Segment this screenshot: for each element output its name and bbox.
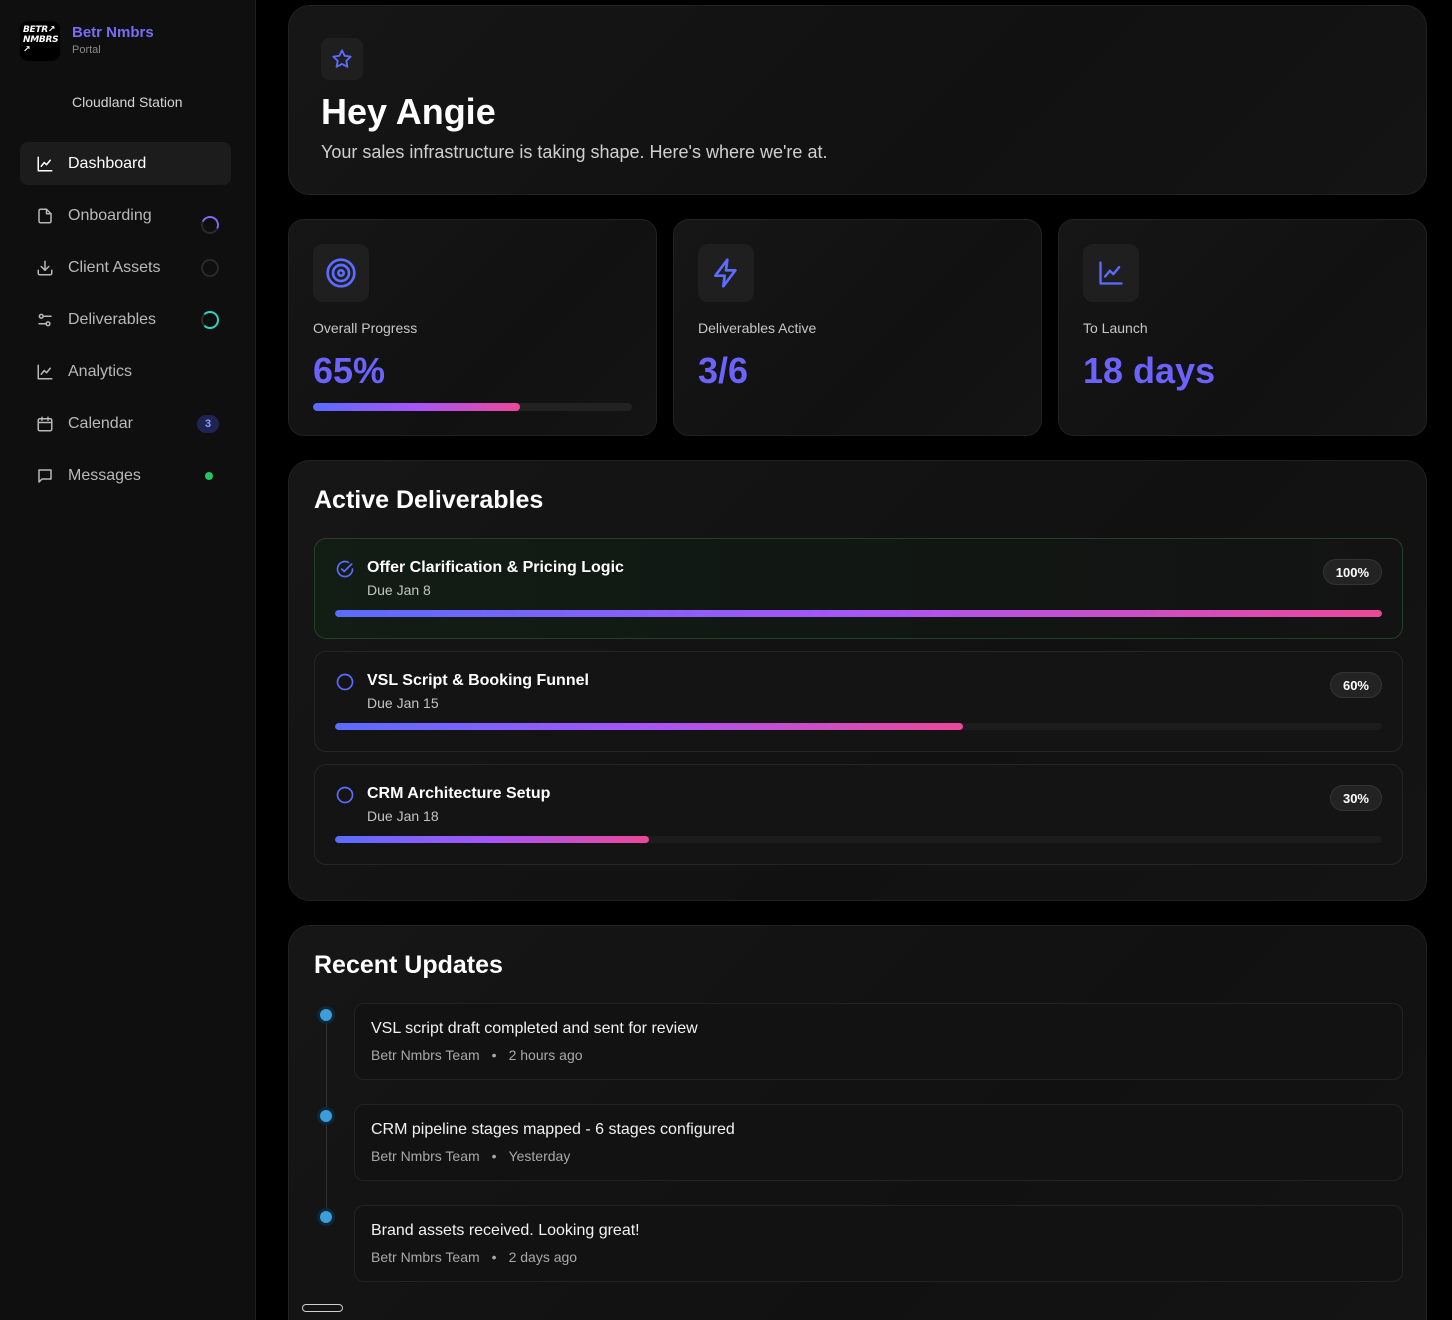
- sidebar-item-label: Onboarding: [68, 206, 152, 224]
- star-icon: [321, 38, 363, 80]
- deliverable-due: Due Jan 15: [367, 695, 439, 711]
- message-icon: [36, 467, 54, 485]
- sliders-icon: [36, 311, 54, 329]
- deliverable-due: Due Jan 8: [367, 582, 431, 598]
- sidebar-item-dashboard[interactable]: Dashboard: [20, 142, 231, 185]
- section-title: Recent Updates: [314, 951, 503, 979]
- brand[interactable]: BETR↗ NMBRS ↗ Betr Nmbrs Portal: [20, 21, 154, 61]
- timeline-dot-icon: [320, 1009, 332, 1021]
- deliverable-name: CRM Architecture Setup: [367, 785, 551, 802]
- update-text: CRM pipeline stages mapped - 6 stages co…: [371, 1121, 735, 1138]
- brand-name: Betr Nmbrs: [72, 24, 154, 41]
- sidebar-item-label: Dashboard: [68, 154, 147, 172]
- sidebar-item-analytics[interactable]: Analytics: [20, 350, 231, 393]
- sidebar-item-label: Analytics: [68, 362, 133, 380]
- deliverable-percent-badge: 30%: [1329, 785, 1382, 811]
- deliverable-name: VSL Script & Booking Funnel: [367, 672, 589, 689]
- stat-value: 65%: [313, 350, 386, 391]
- calendar-icon: [36, 415, 54, 433]
- target-icon: [313, 244, 369, 302]
- update-item[interactable]: CRM pipeline stages mapped - 6 stages co…: [354, 1104, 1403, 1181]
- update-author: Betr Nmbrs Team: [371, 1148, 480, 1164]
- sidebar-item-client-assets[interactable]: Client Assets: [20, 246, 231, 289]
- progress-bar-fill: [313, 403, 521, 411]
- lightning-icon: [698, 244, 754, 302]
- download-icon: [36, 259, 54, 277]
- sidebar-item-label: Messages: [68, 466, 141, 484]
- brand-logo: BETR↗ NMBRS ↗: [20, 21, 60, 61]
- meta-separator: •: [491, 1249, 497, 1265]
- section-title: Active Deliverables: [314, 486, 544, 514]
- deliverable-percent-badge: 100%: [1322, 559, 1382, 585]
- meta-separator: •: [491, 1047, 497, 1063]
- calendar-count-badge: 3: [197, 414, 219, 433]
- progress-bar: [335, 723, 1382, 730]
- welcome-card: Hey Angie Your sales infrastructure is t…: [288, 5, 1427, 195]
- circle-icon: [335, 672, 355, 692]
- update-time: 2 days ago: [508, 1249, 578, 1265]
- deliverable-percent-badge: 60%: [1329, 672, 1382, 698]
- check-circle-icon: [335, 559, 355, 579]
- progress-bar: [313, 403, 632, 411]
- sidebar-item-label: Client Assets: [68, 258, 161, 276]
- progress-bar-fill: [335, 836, 650, 843]
- update-time: 2 hours ago: [508, 1047, 583, 1063]
- sidebar: BETR↗ NMBRS ↗ Betr Nmbrs Portal Cloudland …: [0, 0, 256, 1320]
- stat-card-deliverables-active: Deliverables Active 3/6: [673, 219, 1042, 436]
- progress-ring-icon: [198, 212, 222, 237]
- progress-bar-fill: [335, 610, 1382, 617]
- progress-ring-icon: [201, 310, 219, 329]
- stat-label: Deliverables Active: [698, 320, 817, 336]
- update-author: Betr Nmbrs Team: [371, 1249, 480, 1265]
- sidebar-item-label: Deliverables: [68, 310, 157, 328]
- deliverable-item[interactable]: VSL Script & Booking Funnel Due Jan 15 6…: [314, 651, 1403, 752]
- update-text: Brand assets received. Looking great!: [371, 1222, 640, 1239]
- stat-label: To Launch: [1083, 320, 1148, 336]
- timeline-dot-icon: [320, 1211, 332, 1223]
- active-deliverables-card: Active Deliverables Offer Clarification …: [288, 460, 1427, 901]
- stat-value: 18 days: [1083, 350, 1216, 391]
- sidebar-nav: Dashboard Onboarding Client Assets Deliv…: [20, 142, 231, 506]
- update-item[interactable]: Brand assets received. Looking great! Be…: [354, 1205, 1403, 1282]
- update-text: VSL script draft completed and sent for …: [371, 1020, 698, 1037]
- page-subtitle: Your sales infrastructure is taking shap…: [321, 142, 828, 162]
- update-author: Betr Nmbrs Team: [371, 1047, 480, 1063]
- recent-updates-card: Recent Updates VSL script draft complete…: [288, 925, 1427, 1320]
- progress-bar: [335, 836, 1382, 843]
- chart-line-icon: [36, 155, 54, 173]
- update-time: Yesterday: [508, 1148, 571, 1164]
- sidebar-item-deliverables[interactable]: Deliverables: [20, 298, 231, 341]
- progress-bar-fill: [335, 723, 964, 730]
- stat-card-overall-progress: Overall Progress 65%: [288, 219, 657, 436]
- chart-line-icon: [36, 363, 54, 381]
- sidebar-item-calendar[interactable]: Calendar 3: [20, 402, 231, 445]
- page-title: Hey Angie: [321, 91, 496, 132]
- deliverable-due: Due Jan 18: [367, 808, 439, 824]
- stat-label: Overall Progress: [313, 320, 418, 336]
- online-dot-icon: [205, 471, 213, 480]
- sidebar-item-onboarding[interactable]: Onboarding: [20, 194, 231, 237]
- chart-icon: [1083, 244, 1139, 302]
- stat-card-to-launch: To Launch 18 days: [1058, 219, 1427, 436]
- timeline-dot-icon: [320, 1110, 332, 1122]
- brand-subtitle: Portal: [72, 44, 101, 56]
- workspace-name[interactable]: Cloudland Station: [72, 94, 183, 110]
- circle-icon: [335, 785, 355, 805]
- empty-ring-icon: [201, 258, 219, 277]
- sidebar-item-label: Calendar: [68, 414, 133, 432]
- deliverable-item[interactable]: CRM Architecture Setup Due Jan 18 30%: [314, 764, 1403, 865]
- meta-separator: •: [491, 1148, 497, 1164]
- scroll-handle[interactable]: [302, 1304, 343, 1312]
- document-icon: [36, 207, 54, 225]
- deliverable-item[interactable]: Offer Clarification & Pricing Logic Due …: [314, 538, 1403, 639]
- sidebar-item-messages[interactable]: Messages: [20, 454, 231, 497]
- deliverable-name: Offer Clarification & Pricing Logic: [367, 559, 624, 576]
- stat-value: 3/6: [698, 350, 749, 391]
- update-item[interactable]: VSL script draft completed and sent for …: [354, 1003, 1403, 1080]
- progress-bar: [335, 610, 1382, 617]
